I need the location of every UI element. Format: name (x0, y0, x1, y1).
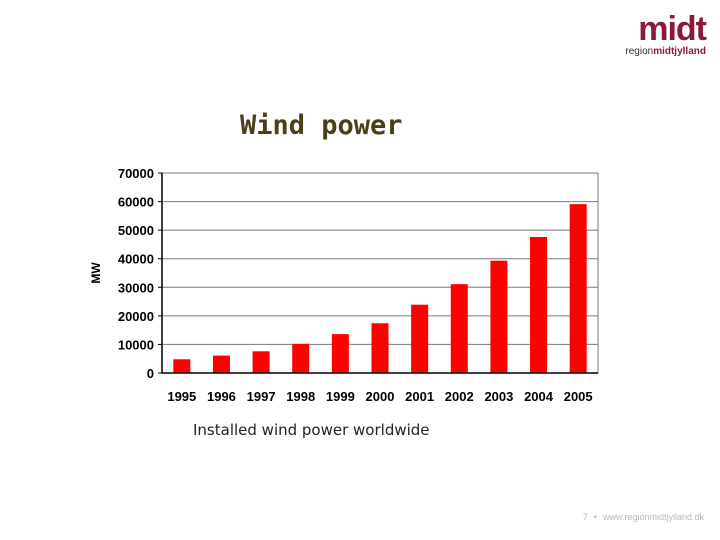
page-number: 7 (582, 512, 588, 522)
bar-1997 (252, 351, 270, 373)
y-tick-label: 30000 (118, 280, 154, 295)
x-tick-label: 2002 (445, 389, 474, 404)
x-tick-label: 1997 (247, 389, 276, 404)
bar-2001 (411, 304, 429, 373)
logo-subtitle: regionmidtjylland (625, 46, 706, 57)
logo-sub-prefix: region (625, 46, 654, 57)
brand-logo: midt regionmidtjylland (625, 10, 707, 57)
slide-title: Wind power (240, 110, 403, 141)
footer-separator: • (593, 512, 597, 522)
logo-wordmark: midt (638, 10, 707, 48)
bar-2003 (490, 260, 508, 373)
x-tick-label: 1996 (207, 389, 236, 404)
y-tick-label: 40000 (118, 252, 154, 267)
bar-chart: 0 10000 20000 30000 40000 50000 60000 70000 1995… (89, 166, 599, 404)
y-tick-label: 0 (147, 366, 154, 381)
bar-2005 (569, 204, 587, 373)
y-tick-label: 10000 (118, 337, 154, 352)
bar-1999 (331, 334, 349, 373)
y-tick-label: 50000 (118, 223, 154, 238)
y-tick-label: 70000 (118, 166, 154, 181)
bar-1995 (173, 359, 191, 373)
bar-2002 (450, 284, 468, 373)
footer: 7 • www.regionmidtjylland.dk (583, 512, 704, 522)
logo-sub-suffix: midtjylland (653, 46, 706, 57)
chart-caption: Installed wind power worldwide (193, 421, 430, 439)
y-axis-label: MW (89, 262, 103, 284)
x-tick-label: 2001 (405, 389, 434, 404)
x-tick-label: 2004 (524, 389, 554, 404)
x-tick-label: 1995 (167, 389, 196, 404)
y-tick-label: 60000 (118, 195, 154, 210)
y-tick-label: 20000 (118, 309, 154, 324)
bar-2000 (371, 323, 389, 373)
x-tick-label: 1999 (326, 389, 355, 404)
x-tick-label: 2005 (564, 389, 593, 404)
bar-1996 (212, 355, 230, 373)
bar-2004 (530, 237, 548, 373)
x-tick-label: 2000 (366, 389, 395, 404)
bar-1998 (292, 343, 310, 373)
footer-url[interactable]: www.regionmidtjylland.dk (602, 512, 704, 522)
x-tick-label: 1998 (286, 389, 315, 404)
x-tick-label: 2003 (484, 389, 513, 404)
